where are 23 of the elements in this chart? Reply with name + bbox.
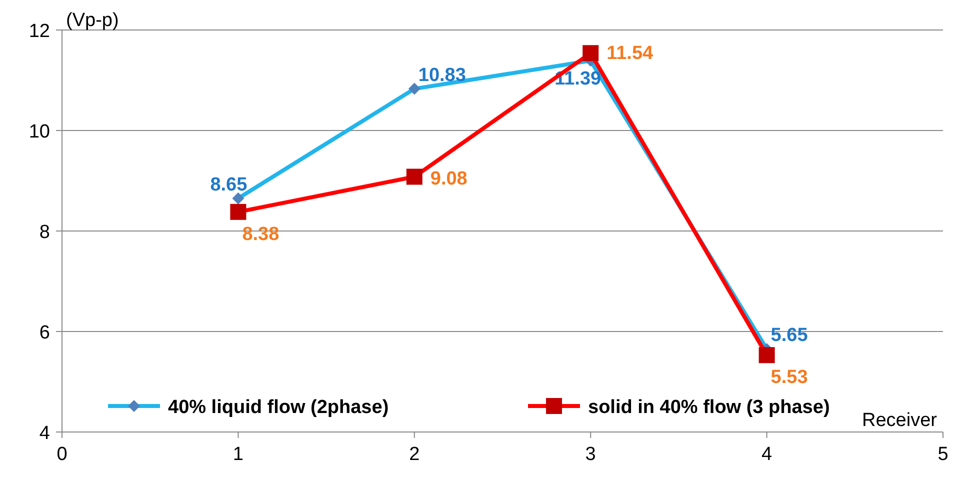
data-label: 5.65 [770, 325, 808, 346]
y-tick-label: 10 [28, 122, 50, 142]
data-label: 11.54 [606, 43, 654, 64]
x-tick-label: 2 [409, 444, 420, 465]
x-tick-label: 0 [56, 444, 68, 465]
data-label: 8.65 [210, 174, 248, 196]
data-label: 10.83 [418, 64, 466, 86]
y-tick-label: 4 [39, 423, 50, 444]
x-axis-title: Receiver [862, 410, 938, 431]
data-label: 8.38 [242, 224, 280, 245]
x-tick-label: 3 [585, 444, 596, 465]
data-label: 9.08 [430, 168, 468, 190]
x-tick-label: 4 [762, 444, 773, 465]
y-tick-label: 12 [28, 21, 50, 42]
data-label: 11.39 [554, 68, 602, 90]
y-axis-title: (Vp-p) [66, 10, 119, 31]
y-tick-label: 8 [39, 222, 50, 243]
x-tick-label: 5 [938, 444, 948, 465]
legend-label: 40% liquid flow (2phase) [168, 397, 389, 418]
data-label: 5.53 [770, 367, 808, 388]
x-tick-label: 1 [232, 444, 244, 465]
y-tick-label: 6 [39, 322, 50, 344]
legend-label: solid in 40% flow (3 phase) [588, 397, 830, 418]
